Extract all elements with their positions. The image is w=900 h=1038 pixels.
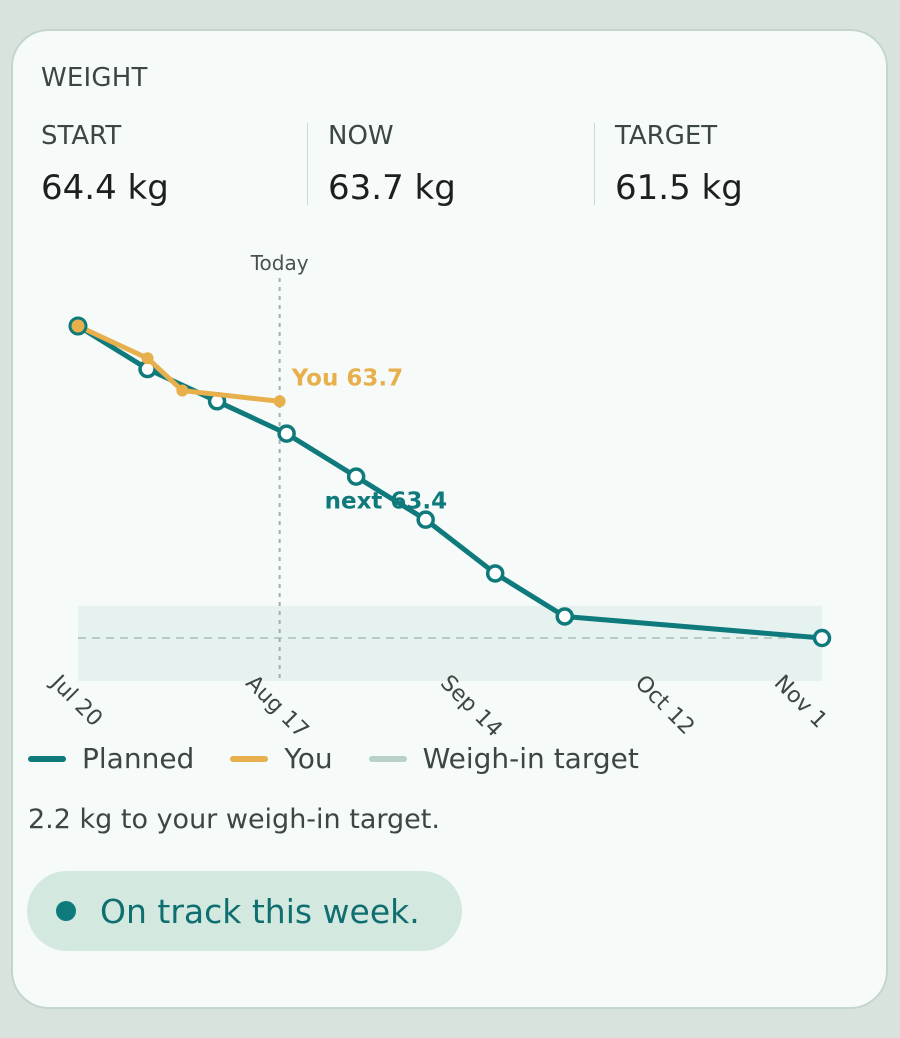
stat-divider [594, 123, 595, 205]
legend-item-you: You [230, 742, 333, 775]
summary-text: 2.2 kg to your weigh-in target. [28, 804, 440, 835]
stat-target-label: TARGET [615, 121, 718, 151]
legend-swatch-you [230, 755, 269, 762]
stat-target-value: 61.5 kg [615, 168, 743, 208]
planned-point [277, 424, 296, 443]
planned-point [485, 564, 505, 583]
stat-target: TARGET 61.5 kg [615, 121, 743, 208]
weight-card: WEIGHT START 64.4 kg NOW 63.7 kg TARGET … [11, 29, 888, 1009]
you-line [75, 323, 283, 404]
status-dot-icon [56, 901, 76, 921]
section-title: WEIGHT [41, 63, 148, 93]
status-badge: On track this week. [27, 871, 462, 951]
stat-divider [307, 123, 308, 205]
legend-item-planned: Planned [28, 742, 194, 775]
today-label: Today [250, 251, 309, 275]
legend-label-target: Weigh-in target [422, 742, 639, 775]
you-annotation: You 63.7 [291, 365, 403, 391]
stat-start-label: START [41, 121, 122, 151]
planned-line [75, 323, 825, 641]
status-text: On track this week. [100, 891, 420, 931]
legend-label-you: You [284, 742, 333, 775]
legend-swatch-planned [28, 755, 66, 762]
legend-item-target: Weigh-in target [368, 742, 639, 775]
legend-label-planned: Planned [82, 742, 195, 775]
planned-point [555, 607, 574, 626]
stat-now-label: NOW [328, 121, 394, 151]
planned-point [416, 510, 435, 529]
next-annotation: next 63.4 [325, 489, 448, 515]
you-point [273, 395, 286, 408]
x-tick-label: Sep 14 [435, 671, 507, 743]
stat-start-value: 64.4 kg [41, 168, 169, 208]
you-point [141, 352, 154, 365]
stat-start: START 64.4 kg [41, 121, 169, 208]
chart-legend: Planned You Weigh-in target [28, 742, 675, 775]
stat-now: NOW 63.7 kg [328, 121, 456, 208]
planned-point [812, 628, 832, 648]
planned-point [346, 467, 366, 486]
legend-swatch-target [368, 755, 407, 762]
target-band [78, 605, 822, 682]
stat-now-value: 63.7 kg [328, 168, 456, 208]
start-point [68, 316, 88, 336]
you-point [176, 384, 189, 397]
x-tick-label: Aug 17 [240, 671, 313, 744]
